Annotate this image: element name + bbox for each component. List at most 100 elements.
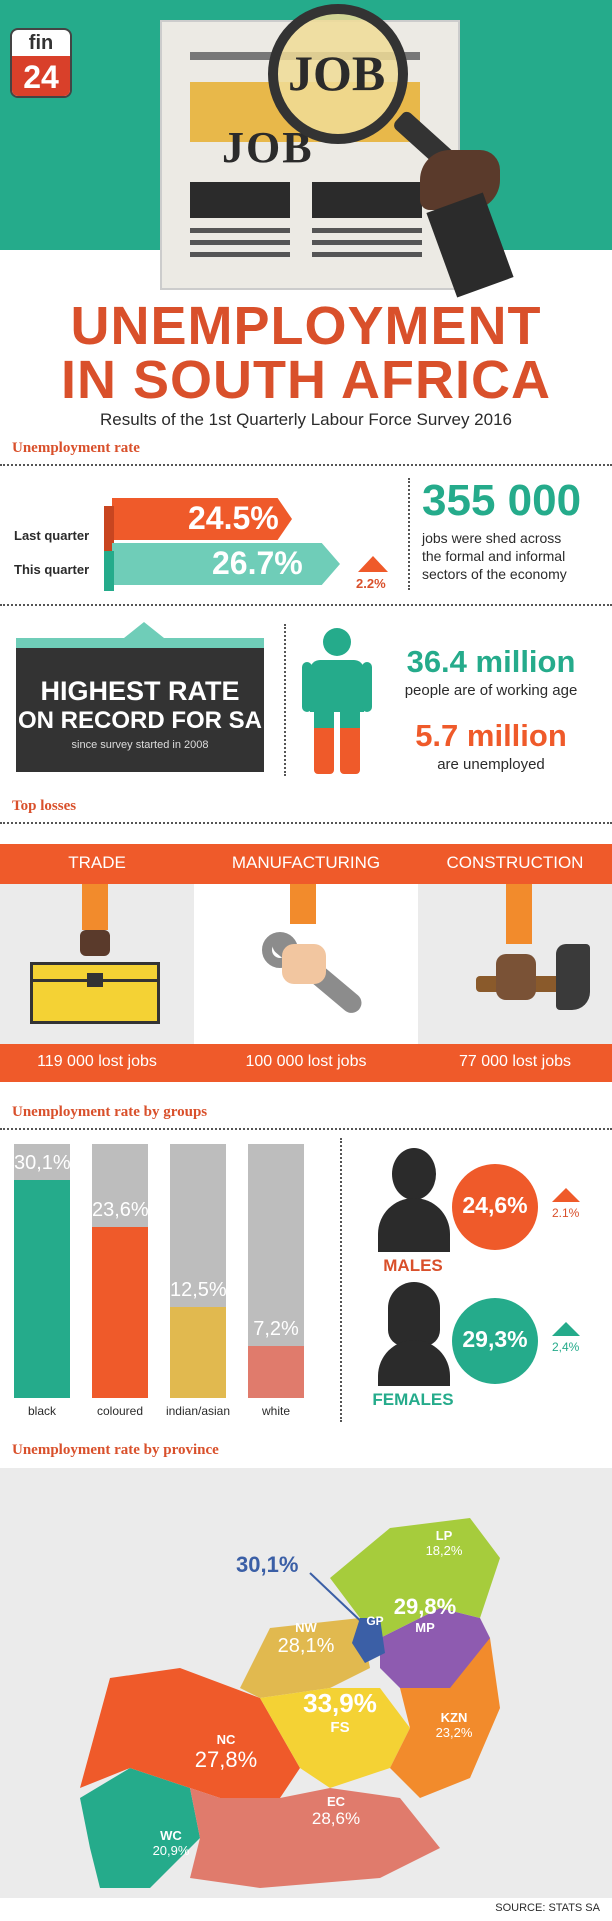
province-fs[interactable] xyxy=(260,1688,410,1788)
females-change: 2,4% xyxy=(552,1340,580,1354)
group-bar-value: 7,2% xyxy=(253,1318,299,1340)
region-code: WC xyxy=(160,1828,182,1843)
region-label-wc: WC 20,9% xyxy=(136,1828,206,1858)
rate-change: 2.2% xyxy=(356,576,386,591)
person-leg-left xyxy=(314,712,334,728)
highest-rate-top-bar xyxy=(16,638,264,648)
highest-rate-line-1: HIGHEST RATE xyxy=(40,676,240,706)
region-code: FS xyxy=(330,1719,350,1736)
title-line-1: UNEMPLOYMENT xyxy=(70,296,542,356)
losses-header-bar xyxy=(0,844,612,884)
region-label-kzn: KZN 23,2% xyxy=(424,1710,484,1740)
females-value: 29,3% xyxy=(462,1326,528,1352)
person-head xyxy=(323,628,351,656)
jobs-shed-text: sectors of the economy xyxy=(422,566,567,582)
province-lp[interactable] xyxy=(330,1518,500,1638)
group-bar-value: 12,5% xyxy=(170,1279,227,1301)
person-icon xyxy=(302,628,372,778)
females-label: FEMALES xyxy=(372,1390,454,1409)
section-heading-province: Unemployment rate by province xyxy=(12,1442,219,1458)
jobs-shed-value: 355 000 xyxy=(422,476,582,525)
divider xyxy=(0,604,612,606)
jobs-shed-text: jobs were shed across xyxy=(422,530,562,546)
source-note: SOURCE: STATS SA xyxy=(495,1902,600,1914)
gp-callout-value: 30,1% xyxy=(236,1552,299,1577)
newspaper-line xyxy=(312,252,422,257)
highest-rate-line-2: ON RECORD FOR SA xyxy=(17,707,262,734)
group-bar-label: indian/asian xyxy=(165,1404,231,1418)
region-label-ec: EC 28,6% xyxy=(296,1794,376,1829)
section-heading-losses: Top losses xyxy=(12,798,77,814)
loss-count-trade: 119 000 lost jobs xyxy=(37,1053,157,1070)
section-heading-rate: Unemployment rate xyxy=(12,440,140,456)
working-age-label: people are of working age xyxy=(404,682,578,699)
loss-count-construction: 77 000 lost jobs xyxy=(458,1053,572,1070)
construction-arm xyxy=(506,884,532,944)
loss-count-manufacturing: 100 000 lost jobs xyxy=(245,1053,367,1070)
region-code: MP xyxy=(415,1620,435,1635)
group-bar-fill[interactable] xyxy=(92,1227,148,1398)
logo-fin: fin xyxy=(28,32,54,54)
group-bar-fill[interactable] xyxy=(248,1346,304,1398)
last-quarter-value: 24.5% xyxy=(188,500,279,536)
person-leg-left-unemployed xyxy=(314,728,334,774)
manufacturing-arm xyxy=(290,884,316,924)
female-silhouette-icon xyxy=(378,1282,450,1386)
last-quarter-bar-side xyxy=(104,506,114,558)
group-bar-fill[interactable] xyxy=(14,1180,70,1398)
female-shoulders xyxy=(378,1340,450,1386)
females-up-triangle-icon xyxy=(552,1322,580,1336)
region-label-gp: GP xyxy=(366,1614,384,1628)
newspaper-line xyxy=(190,228,290,233)
province-gp[interactable] xyxy=(352,1618,385,1663)
region-value: 27,8% xyxy=(194,1747,258,1772)
males-change: 2.1% xyxy=(552,1206,580,1220)
magnifying-glass-icon: JOB xyxy=(268,4,408,144)
person-arm-right xyxy=(362,662,372,712)
males-up-triangle-icon xyxy=(552,1188,580,1202)
toolbox-icon xyxy=(30,962,160,1024)
males-circle xyxy=(452,1164,538,1250)
vertical-divider xyxy=(340,1138,342,1422)
province-wc[interactable] xyxy=(80,1768,200,1888)
loss-sector-manufacturing: MANUFACTURING xyxy=(231,853,381,872)
region-label-fs: 33,9% FS xyxy=(290,1688,390,1736)
title-line-2: IN SOUTH AFRICA xyxy=(61,350,551,410)
unemployed-value: 5.7 million xyxy=(415,718,567,753)
region-label-mp: 29,8% MP xyxy=(390,1594,460,1635)
region-value: 29,8% xyxy=(393,1594,457,1619)
province-mp[interactable] xyxy=(380,1608,490,1688)
hammer-icon xyxy=(556,944,590,1010)
this-quarter-bar-side xyxy=(104,551,114,591)
province-nc[interactable] xyxy=(80,1668,300,1798)
region-code: NW xyxy=(295,1620,317,1635)
male-head xyxy=(392,1148,436,1200)
construction-hand xyxy=(496,954,536,1000)
working-age-value: 36.4 million xyxy=(406,644,576,679)
last-quarter-bar xyxy=(112,498,292,540)
loss-sector-trade: TRADE xyxy=(68,853,126,872)
region-label-nc: NC 27,8% xyxy=(176,1732,276,1773)
group-bar-value: 30,1% xyxy=(14,1152,71,1174)
group-bar-fill[interactable] xyxy=(170,1307,226,1398)
group-bar-label: white xyxy=(261,1404,290,1418)
jobs-shed-text: the formal and informal xyxy=(422,548,566,564)
group-bar-value: 23,6% xyxy=(92,1199,149,1221)
losses-footer-bar xyxy=(0,1044,612,1082)
person-arm-left xyxy=(302,662,312,712)
highest-rate-tab xyxy=(124,622,164,638)
province-ec[interactable] xyxy=(190,1788,440,1888)
magnified-job-text: JOB xyxy=(288,45,386,101)
this-quarter-bar xyxy=(112,543,340,585)
region-value: 33,9% xyxy=(303,1688,377,1718)
male-silhouette-icon xyxy=(378,1148,450,1252)
fin24-logo[interactable]: fin 24 xyxy=(10,28,72,98)
gp-callout-line xyxy=(309,1572,369,1629)
province-nw[interactable] xyxy=(240,1618,370,1698)
males-value: 24,6% xyxy=(462,1192,528,1218)
person-leg-right-unemployed xyxy=(340,728,360,774)
divider xyxy=(0,464,612,466)
person-leg-right xyxy=(340,712,360,728)
region-label-lp: LP 18,2% xyxy=(414,1528,474,1558)
region-code: KZN xyxy=(440,1710,468,1725)
